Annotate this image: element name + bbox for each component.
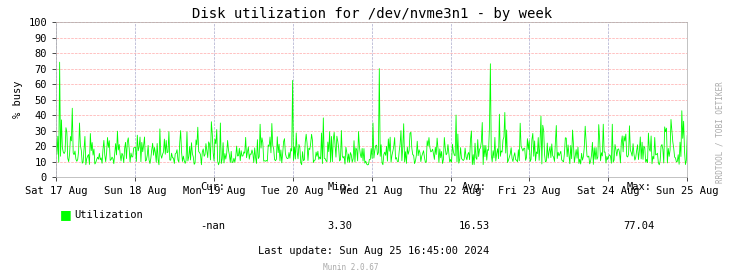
Text: 16.53: 16.53 <box>459 221 490 231</box>
Text: Cur:: Cur: <box>200 183 226 192</box>
Title: Disk utilization for /dev/nvme3n1 - by week: Disk utilization for /dev/nvme3n1 - by w… <box>191 7 552 21</box>
Text: Avg:: Avg: <box>462 183 487 192</box>
Text: RRDTOOL / TOBI OETIKER: RRDTOOL / TOBI OETIKER <box>716 81 725 183</box>
Text: 3.30: 3.30 <box>327 221 353 231</box>
Text: Last update: Sun Aug 25 16:45:00 2024: Last update: Sun Aug 25 16:45:00 2024 <box>258 246 489 256</box>
Text: Munin 2.0.67: Munin 2.0.67 <box>323 263 379 272</box>
Y-axis label: % busy: % busy <box>13 81 22 119</box>
Text: Min:: Min: <box>327 183 353 192</box>
Text: -nan: -nan <box>200 221 226 231</box>
Text: Utilization: Utilization <box>75 210 143 219</box>
Text: ■: ■ <box>60 208 72 221</box>
Text: Max:: Max: <box>626 183 651 192</box>
Text: 77.04: 77.04 <box>623 221 654 231</box>
